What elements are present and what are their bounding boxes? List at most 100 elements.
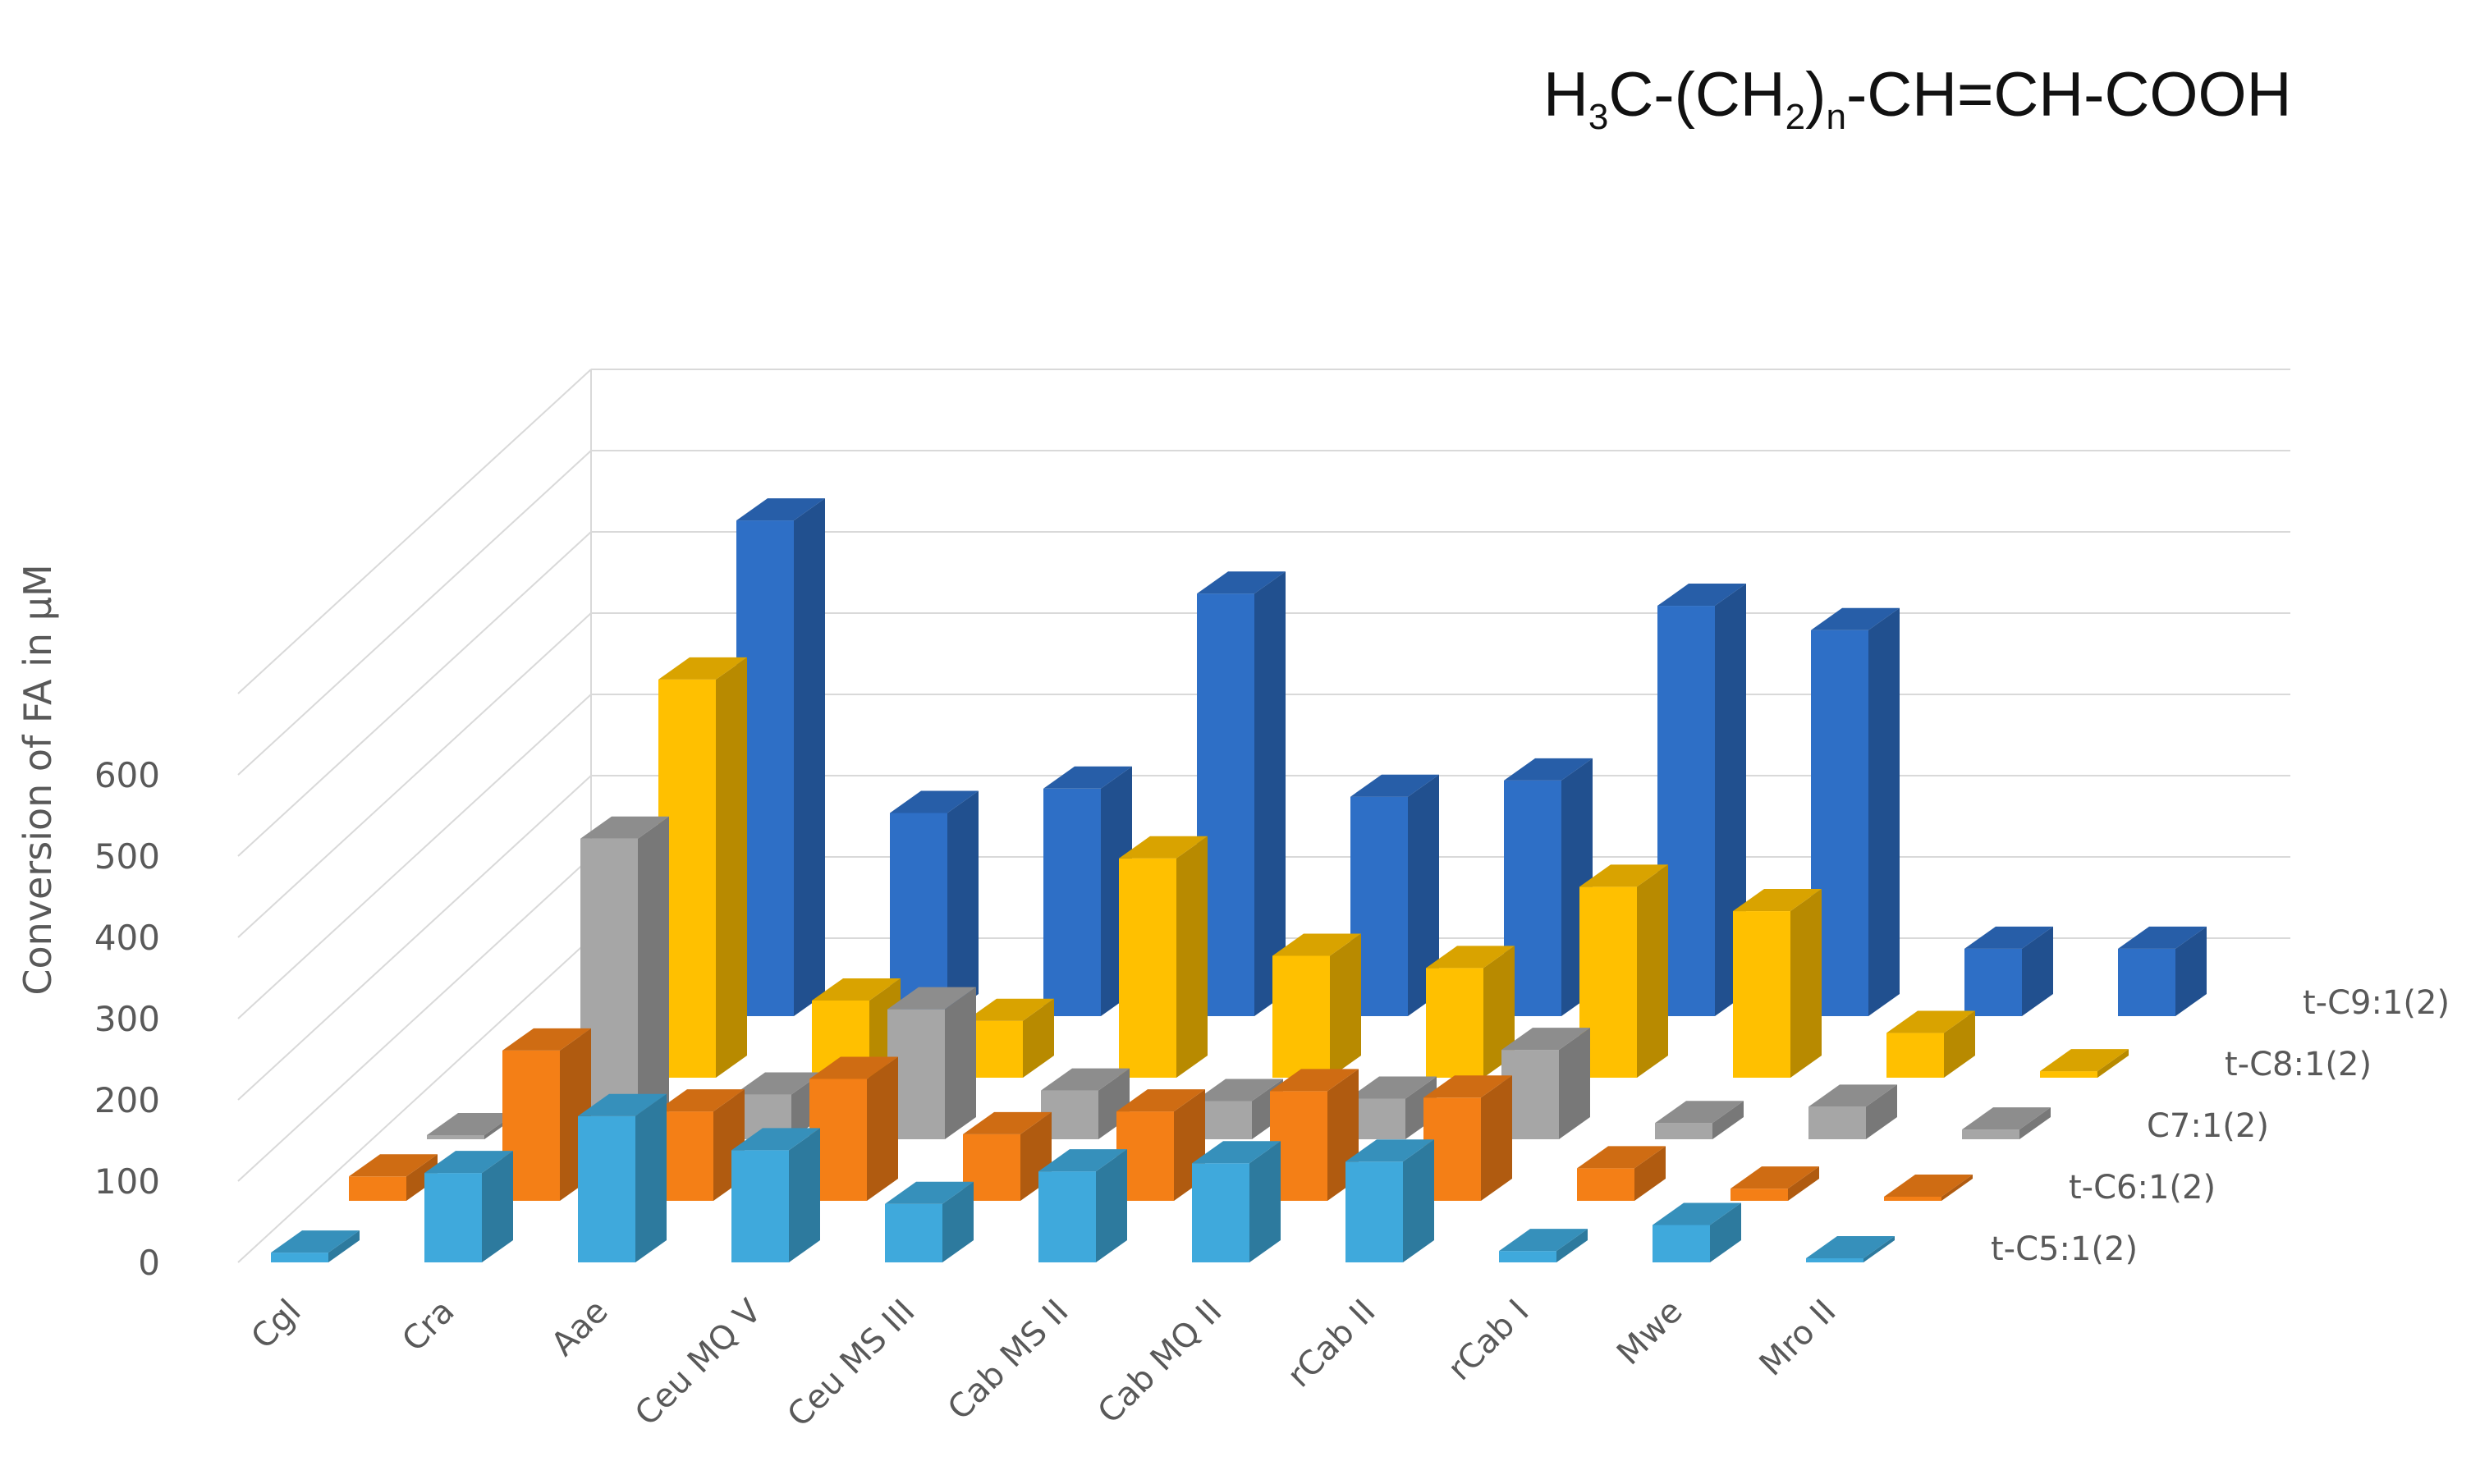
bar-t-C9:1(2)-rCab II [1657,584,1746,1016]
bar-front-face [1119,858,1176,1078]
bar-front-face [1806,1258,1863,1262]
bar-top-face [271,1230,360,1253]
bar-t-C8:1(2)-rCab II [1579,864,1668,1078]
bar-side-face [1330,933,1361,1078]
side-gridline [237,450,592,776]
bar-top-face [1730,1166,1819,1189]
bar-side-face [635,1093,667,1262]
bar-side-face [716,657,747,1078]
bar-top-face [1886,1010,1975,1033]
bar-side-face [482,1151,513,1262]
category-label: Aae [544,1293,616,1364]
bar-C7:1(2)-Cab MQ II [1348,1076,1437,1139]
bar-side-face [1249,1141,1281,1262]
series-label: t-C8:1(2) [2225,1046,2372,1083]
bar-top-face [1655,1101,1744,1124]
bar-top-face [1345,1139,1434,1162]
bar-t-C5:1(2)-rCab I [1499,1229,1588,1262]
y-tick-label: 0 [138,1243,160,1283]
y-tick-label: 500 [94,836,160,877]
bar-top-face [1116,1089,1205,1112]
bar-top-face [963,1111,1052,1134]
bar-top-face [1806,1236,1895,1258]
bar-front-face [885,1203,942,1262]
bar-front-face [271,1253,328,1262]
bar-side-face [1176,836,1208,1078]
category-label: Cab MS II [941,1293,1076,1428]
side-gridline [237,612,592,938]
bar-side-face [1868,607,1900,1016]
bar-top-face [580,816,669,839]
bar-front-face [1808,1106,1866,1139]
bar-side-face [1866,1084,1897,1139]
series-label: C7:1(2) [2147,1107,2269,1145]
bar-top-face [427,1113,516,1135]
bar-top-face [1272,933,1361,956]
bar-top-face [658,657,747,680]
bar-front-face [1345,1161,1403,1262]
bar-front-face [1964,948,2022,1016]
bar-t-C8:1(2)-Ceu MS III [1119,836,1208,1078]
bar-C7:1(2)-Cab MS II [1194,1079,1283,1139]
category-label: Ceu MS III [781,1293,923,1435]
bar-top-face [1197,571,1286,594]
y-tick-labels: 0 100 200 300 400 500 600 [94,755,160,1283]
bar-top-face [1038,1149,1127,1172]
bars-group [271,498,2207,1262]
bar-top-face [1501,1028,1590,1051]
y-tick-label: 400 [94,918,160,958]
bar-top-face [1192,1141,1281,1164]
bar-front-face [1272,955,1330,1078]
bar-side-face [1941,1175,1973,1201]
bar-front-face [1655,1123,1712,1139]
bar-side-face [1403,1139,1434,1262]
gridlines [237,450,2290,1263]
bar-t-C9:1(2)-Aae [890,790,979,1016]
bar-top-face [885,1181,974,1204]
bar-t-C9:1(2)-Ceu MQ V [1043,766,1132,1016]
bar-side-face [1556,1229,1588,1262]
bar-t-C6:1(2)-Mwe [1730,1166,1819,1201]
bar-top-face [1964,926,2053,949]
bar-top-face [1811,607,1900,630]
bar-side-face [2022,926,2053,1016]
bar-top-face [890,790,979,813]
bar-front-face [1730,1189,1788,1201]
bar-side-face [638,816,669,1139]
bar-top-face [1657,584,1746,607]
series-labels: t-C5:1(2) t-C6:1(2) C7:1(2) t-C8:1(2) t-C9:1… [1991,984,2450,1268]
bar-t-C6:1(2)-Cra [502,1028,591,1201]
bar-t-C8:1(2)-Cab MS II [1272,933,1361,1078]
bar-front-face [1962,1129,2019,1139]
bar-side-face [406,1154,438,1201]
bar-side-face [1483,946,1515,1078]
side-gridline [237,856,592,1182]
bar-C7:1(2)-Cra [580,816,669,1139]
bar-side-face [2175,926,2207,1016]
bar-side-face [1790,889,1822,1078]
bar-t-C9:1(2)-Cab MS II [1350,774,1439,1016]
bar-top-face [1884,1175,1973,1197]
bar-side-face [1408,774,1439,1016]
category-label: rCab II [1281,1293,1383,1395]
bar-t-C9:1(2)-Mro II [2118,926,2207,1016]
bar-C7:1(2)-rCab II [1501,1028,1590,1139]
bar-front-face [731,1150,789,1262]
bar-C7:1(2)-Ceu MS III [1041,1068,1130,1139]
bar-t-C8:1(2)-Mwe [1886,1010,1975,1078]
bar-t-C6:1(2)-Ceu MQ V [809,1056,898,1201]
y-tick-label: 200 [94,1080,160,1120]
bar-t-C6:1(2)-Cgl [349,1154,438,1201]
bar-front-face [424,1173,482,1262]
bar-top-face [1579,864,1668,887]
bar-side-face [2097,1049,2129,1078]
bar-t-C5:1(2)-Ceu MQ V [731,1128,820,1262]
bar-t-C9:1(2)-Cab MQ II [1504,758,1593,1016]
bar-t-C5:1(2)-Ceu MS III [885,1181,974,1262]
bar-t-C5:1(2)-Cgl [271,1230,360,1262]
bar-top-face [1962,1107,2051,1130]
bar-side-face [1712,1101,1744,1139]
bar-t-C8:1(2)-Ceu MQ V [965,998,1054,1078]
bar-t-C5:1(2)-Cra [424,1151,513,1262]
